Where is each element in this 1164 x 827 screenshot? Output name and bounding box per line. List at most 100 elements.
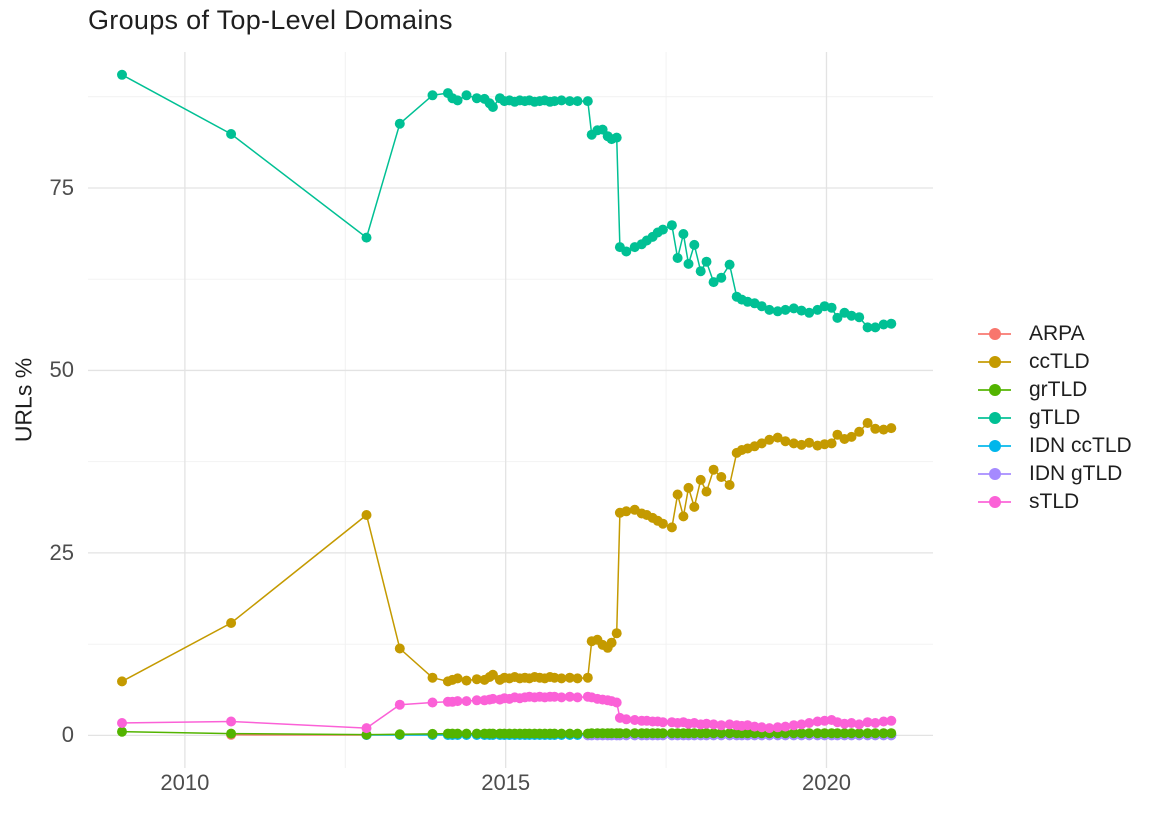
legend-label: ARPA bbox=[1029, 322, 1085, 345]
data-point-stld bbox=[846, 718, 857, 728]
data-point-cctld bbox=[683, 482, 694, 493]
data-point-stld bbox=[878, 716, 889, 727]
data-point-grtld bbox=[870, 728, 881, 739]
legend-key-dot bbox=[989, 412, 1001, 424]
data-point-cctld bbox=[886, 423, 897, 434]
legend-entry-idn-gtld: IDN gTLD bbox=[978, 460, 1132, 488]
data-point-cctld bbox=[854, 426, 865, 437]
data-point-grtld bbox=[742, 728, 753, 739]
data-point-stld bbox=[788, 720, 799, 731]
data-point-stld bbox=[657, 717, 668, 728]
data-point-stld bbox=[226, 716, 237, 727]
data-point-gtld bbox=[117, 69, 127, 80]
data-point-gtld bbox=[695, 266, 706, 277]
legend-key-icon bbox=[978, 488, 1011, 516]
data-point-cctld bbox=[689, 501, 700, 512]
legend-key-dot bbox=[989, 356, 1001, 368]
data-point-gtld bbox=[556, 95, 567, 106]
data-point-stld bbox=[572, 692, 583, 703]
legend-entry-gtld: gTLD bbox=[978, 404, 1132, 432]
chart-title: Groups of Top-Level Domains bbox=[88, 5, 453, 35]
legend-label: ccTLD bbox=[1029, 350, 1090, 373]
data-point-gtld bbox=[756, 301, 767, 312]
legend-entry-idn-cctld: IDN ccTLD bbox=[978, 432, 1132, 460]
data-point-stld bbox=[756, 722, 767, 733]
data-point-cctld bbox=[427, 672, 438, 683]
legend-label: IDN ccTLD bbox=[1029, 434, 1132, 457]
data-point-gtld bbox=[804, 307, 815, 318]
data-point-gtld bbox=[886, 318, 897, 329]
data-point-stld bbox=[772, 722, 783, 733]
data-point-grtld bbox=[812, 728, 823, 739]
data-point-cctld bbox=[724, 480, 735, 490]
legend-label: gTLD bbox=[1029, 406, 1081, 429]
data-point-grtld bbox=[878, 728, 889, 739]
data-point-grtld bbox=[788, 728, 799, 739]
data-point-gtld bbox=[832, 312, 843, 323]
data-point-cctld bbox=[788, 438, 799, 449]
data-point-stld bbox=[796, 719, 807, 730]
y-tick-label: 0 bbox=[61, 722, 74, 748]
data-point-grtld bbox=[549, 728, 560, 739]
data-point-cctld bbox=[461, 675, 472, 686]
data-point-gtld bbox=[772, 306, 783, 317]
legend-entry-arpa: ARPA bbox=[978, 320, 1132, 348]
data-point-gtld bbox=[854, 312, 865, 323]
legend-label: sTLD bbox=[1029, 490, 1080, 513]
data-point-stld bbox=[862, 717, 873, 728]
data-point-cctld bbox=[572, 673, 583, 684]
series-line-gtld bbox=[121, 74, 892, 329]
data-point-cctld bbox=[117, 676, 127, 687]
data-point-grtld bbox=[621, 728, 632, 739]
y-tick-label: 50 bbox=[49, 357, 74, 383]
data-point-cctld bbox=[826, 438, 837, 449]
data-point-gtld bbox=[678, 229, 689, 239]
legend-key-icon bbox=[978, 404, 1011, 432]
data-point-stld bbox=[471, 695, 482, 706]
data-point-gtld bbox=[572, 96, 583, 107]
legend-key-icon bbox=[978, 376, 1011, 404]
data-point-gtld bbox=[724, 259, 735, 270]
data-point-grtld bbox=[461, 728, 472, 739]
data-point-cctld bbox=[487, 669, 498, 680]
data-point-gtld bbox=[394, 118, 405, 129]
data-point-grtld bbox=[796, 728, 807, 739]
data-point-cctld bbox=[772, 432, 783, 443]
data-point-grtld bbox=[819, 728, 830, 739]
legend-key-dot bbox=[989, 468, 1001, 480]
data-point-gtld bbox=[764, 304, 775, 315]
data-point-stld bbox=[611, 697, 622, 708]
data-point-cctld bbox=[621, 506, 632, 517]
data-point-gtld bbox=[461, 90, 472, 101]
data-point-grtld bbox=[716, 728, 727, 739]
y-tick-label: 25 bbox=[49, 539, 74, 565]
data-point-gtld bbox=[878, 319, 889, 330]
data-point-grtld bbox=[556, 728, 567, 739]
data-point-grtld bbox=[572, 728, 583, 739]
data-point-grtld bbox=[657, 728, 668, 739]
data-point-grtld bbox=[487, 728, 498, 739]
legend-key-icon bbox=[978, 432, 1011, 460]
data-point-cctld bbox=[764, 434, 775, 445]
data-point-grtld bbox=[226, 728, 237, 739]
data-point-stld bbox=[361, 723, 372, 734]
data-point-gtld bbox=[796, 305, 807, 316]
data-point-gtld bbox=[689, 239, 700, 250]
data-point-grtld bbox=[832, 728, 843, 739]
data-point-cctld bbox=[666, 522, 677, 533]
data-point-cctld bbox=[611, 628, 622, 639]
legend-label: grTLD bbox=[1029, 378, 1088, 401]
data-point-stld bbox=[564, 691, 575, 702]
data-point-stld bbox=[764, 723, 775, 734]
data-point-gtld bbox=[427, 90, 438, 101]
legend-key-icon bbox=[978, 348, 1011, 376]
data-point-cctld bbox=[695, 474, 706, 485]
data-point-gtld bbox=[487, 102, 498, 112]
data-point-grtld bbox=[452, 728, 463, 739]
data-point-stld bbox=[804, 718, 815, 728]
data-point-stld bbox=[117, 718, 127, 728]
data-point-grtld bbox=[886, 728, 897, 739]
data-point-gtld bbox=[683, 258, 694, 269]
data-point-gtld bbox=[672, 253, 683, 263]
